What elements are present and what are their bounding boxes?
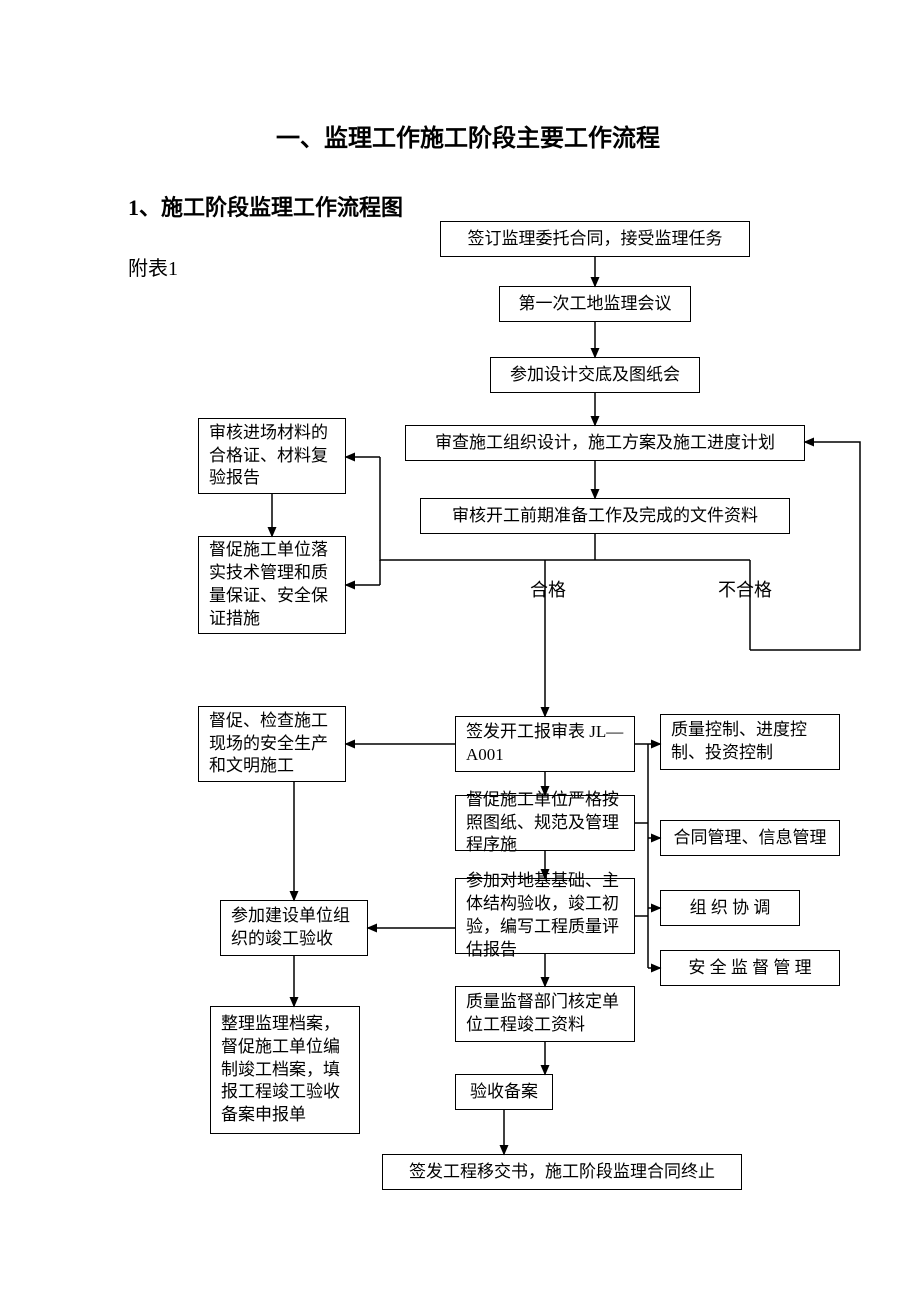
annex-label: 附表1 <box>128 252 178 281</box>
node-sign-contract: 签订监理委托合同，接受监理任务 <box>440 221 750 257</box>
page-title: 一、监理工作施工阶段主要工作流程 <box>276 118 660 153</box>
node-quality-dept: 质量监督部门核定单位工程竣工资料 <box>455 986 635 1042</box>
node-review-plan: 审查施工组织设计，施工方案及施工进度计划 <box>405 425 805 461</box>
section-title: 1、施工阶段监理工作流程图 <box>128 190 403 222</box>
node-safety-mgmt: 安 全 监 督 管 理 <box>660 950 840 986</box>
node-handover: 签发工程移交书，施工阶段监理合同终止 <box>382 1154 742 1190</box>
node-supervise-exec: 督促施工单位严格按照图纸、规范及管理程序施 <box>455 795 635 851</box>
node-archive: 整理监理档案，督促施工单位编制竣工档案，填报工程竣工验收备案申报单 <box>210 1006 360 1134</box>
node-owner-acceptance: 参加建设单位组织的竣工验收 <box>220 900 368 956</box>
node-tech-mgmt: 督促施工单位落实技术管理和质量保证、安全保证措施 <box>198 536 346 634</box>
node-review-prep: 审核开工前期准备工作及完成的文件资料 <box>420 498 790 534</box>
node-three-controls: 质量控制、进度控制、投资控制 <box>660 714 840 770</box>
node-acceptance-file: 验收备案 <box>455 1074 553 1110</box>
node-issue-start-form: 签发开工报审表 JL—A001 <box>455 716 635 772</box>
node-material-cert: 审核进场材料的合格证、材料复验报告 <box>198 418 346 494</box>
node-coordination: 组 织 协 调 <box>660 890 800 926</box>
node-acceptance-report: 参加对地基基础、主体结构验收，竣工初验，编写工程质量评估报告 <box>455 878 635 954</box>
node-first-meeting: 第一次工地监理会议 <box>499 286 691 322</box>
label-pass: 合格 <box>530 576 566 602</box>
label-fail: 不合格 <box>718 576 772 602</box>
node-safety-check: 督促、检查施工现场的安全生产和文明施工 <box>198 706 346 782</box>
node-contract-info: 合同管理、信息管理 <box>660 820 840 856</box>
node-design-brief: 参加设计交底及图纸会 <box>490 357 700 393</box>
